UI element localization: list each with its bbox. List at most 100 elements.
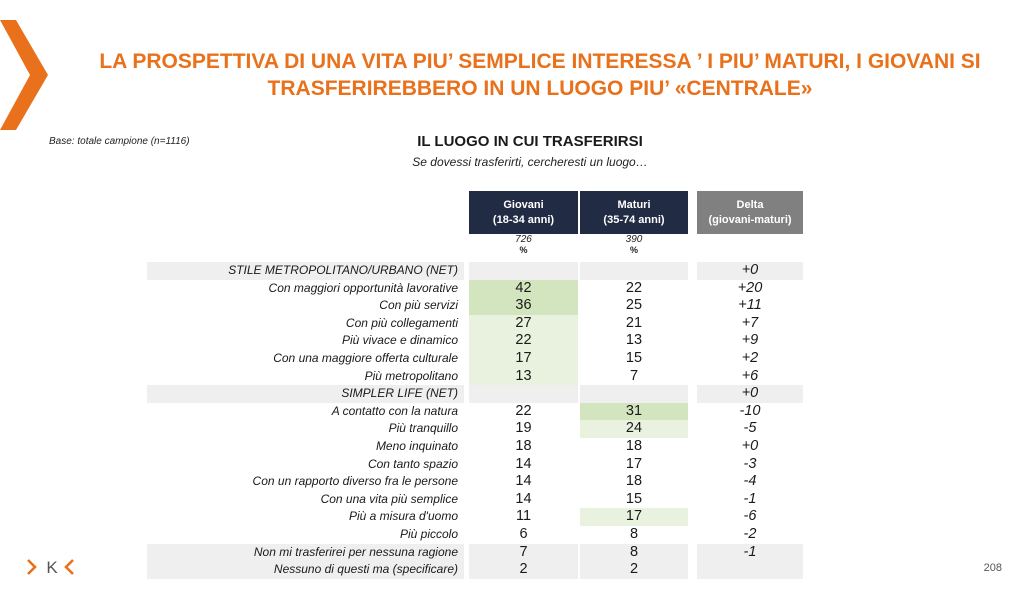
table-subtitle: Se dovessi trasferirti, cercheresti un l… — [412, 155, 648, 169]
base-maturi: 390 % — [580, 234, 688, 256]
value-giovani: 22 — [515, 332, 532, 349]
row-shade — [469, 543, 578, 562]
value-giovani: 2 — [519, 561, 528, 578]
column-header-delta: Delta (giovani-maturi) — [697, 191, 803, 234]
value-delta: +0 — [741, 438, 759, 454]
table-row: Più vivace e dinamico 22 13 +9 — [147, 332, 803, 350]
value-delta: -10 — [739, 402, 761, 419]
cell-highlight — [580, 402, 688, 421]
row-label: Più a misura d'uomo — [348, 509, 458, 524]
value-giovani: 22 — [515, 402, 532, 419]
row-shade — [580, 262, 688, 280]
row-label: Più metropolitano — [364, 368, 458, 383]
row-shade — [469, 262, 578, 280]
value-delta: -2 — [743, 526, 757, 542]
row-label: Non mi trasferirei per nessuna ragione — [253, 544, 458, 559]
value-giovani: 14 — [515, 473, 532, 490]
value-delta: -1 — [743, 543, 757, 560]
row-label: A contatto con la natura — [331, 403, 458, 418]
value-giovani: 19 — [515, 420, 532, 437]
row-shade — [147, 385, 464, 403]
table-row: Con più servizi 36 25 +11 — [147, 297, 803, 315]
row-label: SIMPLER LIFE (NET) — [341, 386, 458, 401]
base-count: 390 — [625, 234, 643, 245]
slide-title: LA PROSPETTIVA DI UNA VITA PIU’ SEMPLICE… — [60, 48, 1020, 102]
row-label: Più vivace e dinamico — [341, 333, 458, 348]
column-header-line1: Giovani — [503, 198, 544, 211]
company-logo: K — [27, 558, 74, 577]
value-maturi: 8 — [629, 543, 639, 560]
value-delta: +7 — [741, 314, 759, 331]
cell-highlight — [580, 508, 688, 526]
column-header-line2: (35-74 anni) — [603, 213, 665, 226]
column-header-line2: (18-34 anni) — [492, 213, 555, 226]
cell-highlight — [580, 420, 688, 438]
cell-highlight — [469, 314, 578, 333]
value-delta: -3 — [743, 455, 757, 472]
row-label: Con un rapporto diverso fra le persone — [252, 474, 458, 489]
row-shade — [697, 262, 803, 280]
value-maturi: 24 — [625, 420, 643, 437]
value-giovani: 36 — [515, 297, 532, 314]
row-shade — [580, 561, 688, 579]
base-giovani: 726 % — [469, 235, 578, 256]
row-shade — [697, 385, 803, 403]
table-row: Più tranquillo 19 24 -5 — [147, 420, 803, 438]
cell-highlight — [469, 332, 578, 350]
cell-highlight — [469, 350, 578, 368]
row-shade — [147, 543, 464, 562]
value-maturi: 8 — [629, 526, 639, 542]
value-delta: -4 — [743, 473, 757, 490]
table-row: Con un rapporto diverso fra le persone 14… — [147, 473, 803, 491]
table-row: Non mi trasferirei per nessuna ragione 7 8… — [147, 543, 803, 562]
table-title: IL LUOGO IN CUI TRASFERIRSI — [417, 133, 643, 150]
cell-highlight — [469, 297, 578, 315]
row-shade — [469, 385, 578, 403]
value-giovani: 18 — [515, 438, 532, 454]
chevron-decoration-icon — [0, 20, 48, 130]
row-shade — [580, 543, 688, 562]
value-delta: +2 — [741, 350, 759, 366]
value-maturi: 31 — [625, 402, 643, 419]
row-label: Con maggiori opportunità lavorative — [268, 280, 458, 295]
row-shade — [147, 561, 464, 579]
table-row: Nessuno di questi ma (specificare) 2 2 — [147, 561, 803, 579]
value-maturi: 22 — [625, 279, 643, 296]
value-maturi: 2 — [629, 561, 639, 578]
value-giovani: 27 — [515, 314, 532, 331]
table-row: A contatto con la natura 22 31 -10 — [147, 402, 803, 421]
row-label: Più piccolo — [399, 527, 458, 541]
table-row: Con tanto spazio 14 17 -3 — [147, 456, 803, 474]
row-label: Nessuno di questi ma (specificare) — [273, 562, 458, 577]
value-giovani: 14 — [515, 490, 532, 507]
row-label: Con più collegamenti — [345, 315, 458, 330]
value-giovani: 7 — [519, 543, 528, 560]
row-label: Con più servizi — [379, 298, 458, 313]
value-delta: +11 — [738, 297, 762, 314]
value-delta: +6 — [741, 367, 759, 384]
value-delta: +0 — [741, 262, 759, 278]
row-shade — [469, 561, 578, 579]
logo-letter: K — [46, 558, 58, 577]
base-unit: % — [629, 245, 638, 255]
base-unit: % — [519, 245, 528, 255]
base-note: Base: totale campione (n=1116) — [49, 136, 190, 147]
column-header-line2: (giovani-maturi) — [708, 213, 792, 226]
row-shade — [147, 262, 464, 280]
value-giovani: 13 — [515, 367, 532, 384]
value-giovani: 17 — [515, 350, 532, 366]
column-header-maturi: Maturi (35-74 anni) — [580, 191, 688, 234]
value-delta: +0 — [741, 385, 759, 402]
slide-title-line2: TRASFERIREBBERO IN UN LUOGO PIU’ «CENTRA… — [267, 77, 813, 100]
column-header-giovani: Giovani (18-34 anni) — [469, 191, 578, 234]
value-maturi: 15 — [625, 490, 643, 507]
table-row: SIMPLER LIFE (NET) +0 — [147, 385, 803, 403]
page-number: 208 — [983, 562, 1002, 574]
value-delta: +9 — [741, 332, 759, 349]
value-delta: -5 — [743, 420, 757, 437]
value-maturi: 17 — [625, 508, 643, 525]
column-header-line1: Delta — [736, 198, 764, 211]
value-delta: -6 — [743, 508, 757, 525]
table-row: Con maggiori opportunità lavorative 42 22 +… — [147, 279, 803, 298]
value-maturi: 25 — [625, 297, 643, 314]
